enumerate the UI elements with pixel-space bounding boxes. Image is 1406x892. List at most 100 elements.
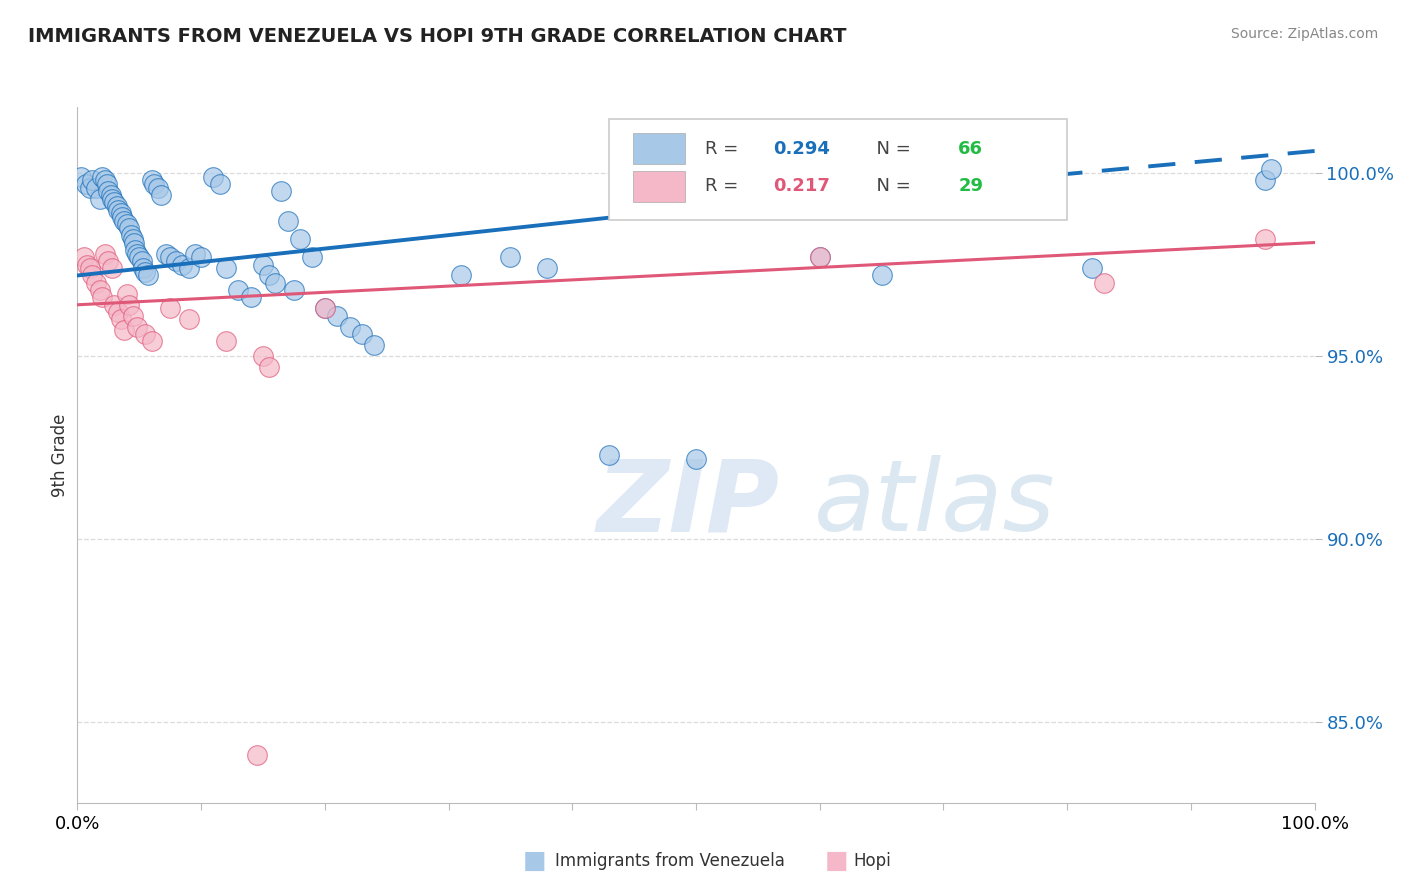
Text: 66: 66 [959,140,983,158]
Point [97,253,120,268]
Point [143,177,166,191]
Point [79,180,101,194]
Point [93,173,115,187]
Point [124,243,146,257]
Text: Immigrants from Venezuela: Immigrants from Venezuela [555,852,785,870]
Point [91,169,114,184]
Point [141,334,163,349]
Point [1254,173,1277,187]
Point [257,359,280,374]
Point [132,261,155,276]
Text: R =: R = [704,178,744,195]
Point [239,290,262,304]
Point [101,192,124,206]
Point [103,298,125,312]
Text: N =: N = [866,140,917,158]
Point [277,213,299,227]
Point [103,195,125,210]
Point [870,268,893,283]
Point [339,319,361,334]
Point [79,261,101,276]
Point [72,250,94,264]
Point [82,173,104,187]
Point [184,246,207,260]
Text: 0.217: 0.217 [773,178,830,195]
Point [122,232,145,246]
Point [136,268,159,283]
Point [112,213,135,227]
Point [122,309,145,323]
Point [134,265,156,279]
Point [120,228,142,243]
Point [96,177,118,191]
Point [75,177,97,191]
Point [172,258,194,272]
Point [252,258,274,272]
Point [100,188,122,202]
Point [257,268,280,283]
Point [159,250,181,264]
Point [89,192,111,206]
Point [598,448,620,462]
Point [89,283,111,297]
Point [314,301,336,316]
Point [202,169,225,184]
Point [115,217,138,231]
Point [76,258,98,272]
Point [70,169,93,184]
Point [125,246,148,260]
Text: ■: ■ [825,849,848,872]
Point [93,246,115,260]
Point [215,261,238,276]
Point [350,327,373,342]
Point [450,268,472,283]
Point [112,323,135,337]
Point [118,298,141,312]
Point [252,349,274,363]
Text: IMMIGRANTS FROM VENEZUELA VS HOPI 9TH GRADE CORRELATION CHART: IMMIGRANTS FROM VENEZUELA VS HOPI 9TH GR… [28,27,846,45]
Point [177,312,200,326]
Point [111,210,134,224]
Point [314,301,336,316]
Point [270,184,292,198]
Text: ■: ■ [523,849,546,872]
Point [84,180,107,194]
Point [141,173,163,187]
Point [105,199,128,213]
Point [301,250,323,264]
Point [1254,232,1277,246]
Point [82,268,104,283]
Point [808,250,831,264]
Point [84,276,107,290]
Point [91,290,114,304]
Point [125,319,148,334]
Point [107,202,129,217]
Point [246,748,269,763]
FancyBboxPatch shape [633,171,685,202]
Point [808,250,831,264]
Point [536,261,558,276]
Text: 0.294: 0.294 [773,140,830,158]
Point [118,220,141,235]
Point [177,261,200,276]
Point [283,283,305,297]
Point [146,180,169,194]
Text: N =: N = [866,178,917,195]
Point [288,232,311,246]
Point [499,250,522,264]
Point [326,309,349,323]
Point [190,250,212,264]
Text: 29: 29 [959,178,983,195]
Point [264,276,287,290]
FancyBboxPatch shape [633,134,685,164]
Text: atlas: atlas [814,455,1054,552]
Text: Hopi: Hopi [853,852,891,870]
Point [115,286,138,301]
Point [97,184,120,198]
Point [122,235,145,250]
Point [110,206,132,220]
Point [155,246,177,260]
Point [165,253,187,268]
Point [134,327,156,342]
Text: ZIP: ZIP [598,455,780,552]
